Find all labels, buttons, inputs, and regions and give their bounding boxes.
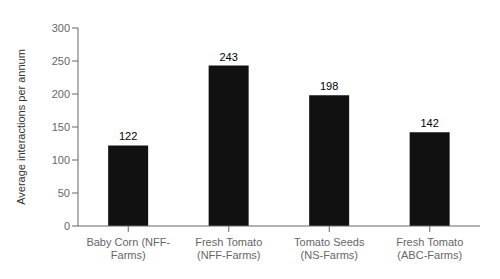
svg-text:243: 243 <box>219 51 237 63</box>
svg-text:122: 122 <box>119 130 137 142</box>
svg-text:200: 200 <box>52 88 70 100</box>
svg-text:Average interactions per annum: Average interactions per annum <box>15 49 27 205</box>
svg-text:250: 250 <box>52 55 70 67</box>
svg-text:150: 150 <box>52 121 70 133</box>
svg-text:0: 0 <box>64 220 70 232</box>
svg-text:Fresh Tomato(NFF-Farms): Fresh Tomato(NFF-Farms) <box>195 236 262 261</box>
svg-text:300: 300 <box>52 22 70 34</box>
svg-text:100: 100 <box>52 154 70 166</box>
svg-text:50: 50 <box>58 187 70 199</box>
svg-text:198: 198 <box>320 80 338 92</box>
svg-text:142: 142 <box>420 117 438 129</box>
svg-text:Fresh Tomato(ABC-Farms): Fresh Tomato(ABC-Farms) <box>396 236 463 261</box>
svg-text:Tomato Seeds(NS-Farms): Tomato Seeds(NS-Farms) <box>294 236 365 261</box>
svg-text:Baby Corn (NFF-Farms): Baby Corn (NFF-Farms) <box>86 236 170 261</box>
